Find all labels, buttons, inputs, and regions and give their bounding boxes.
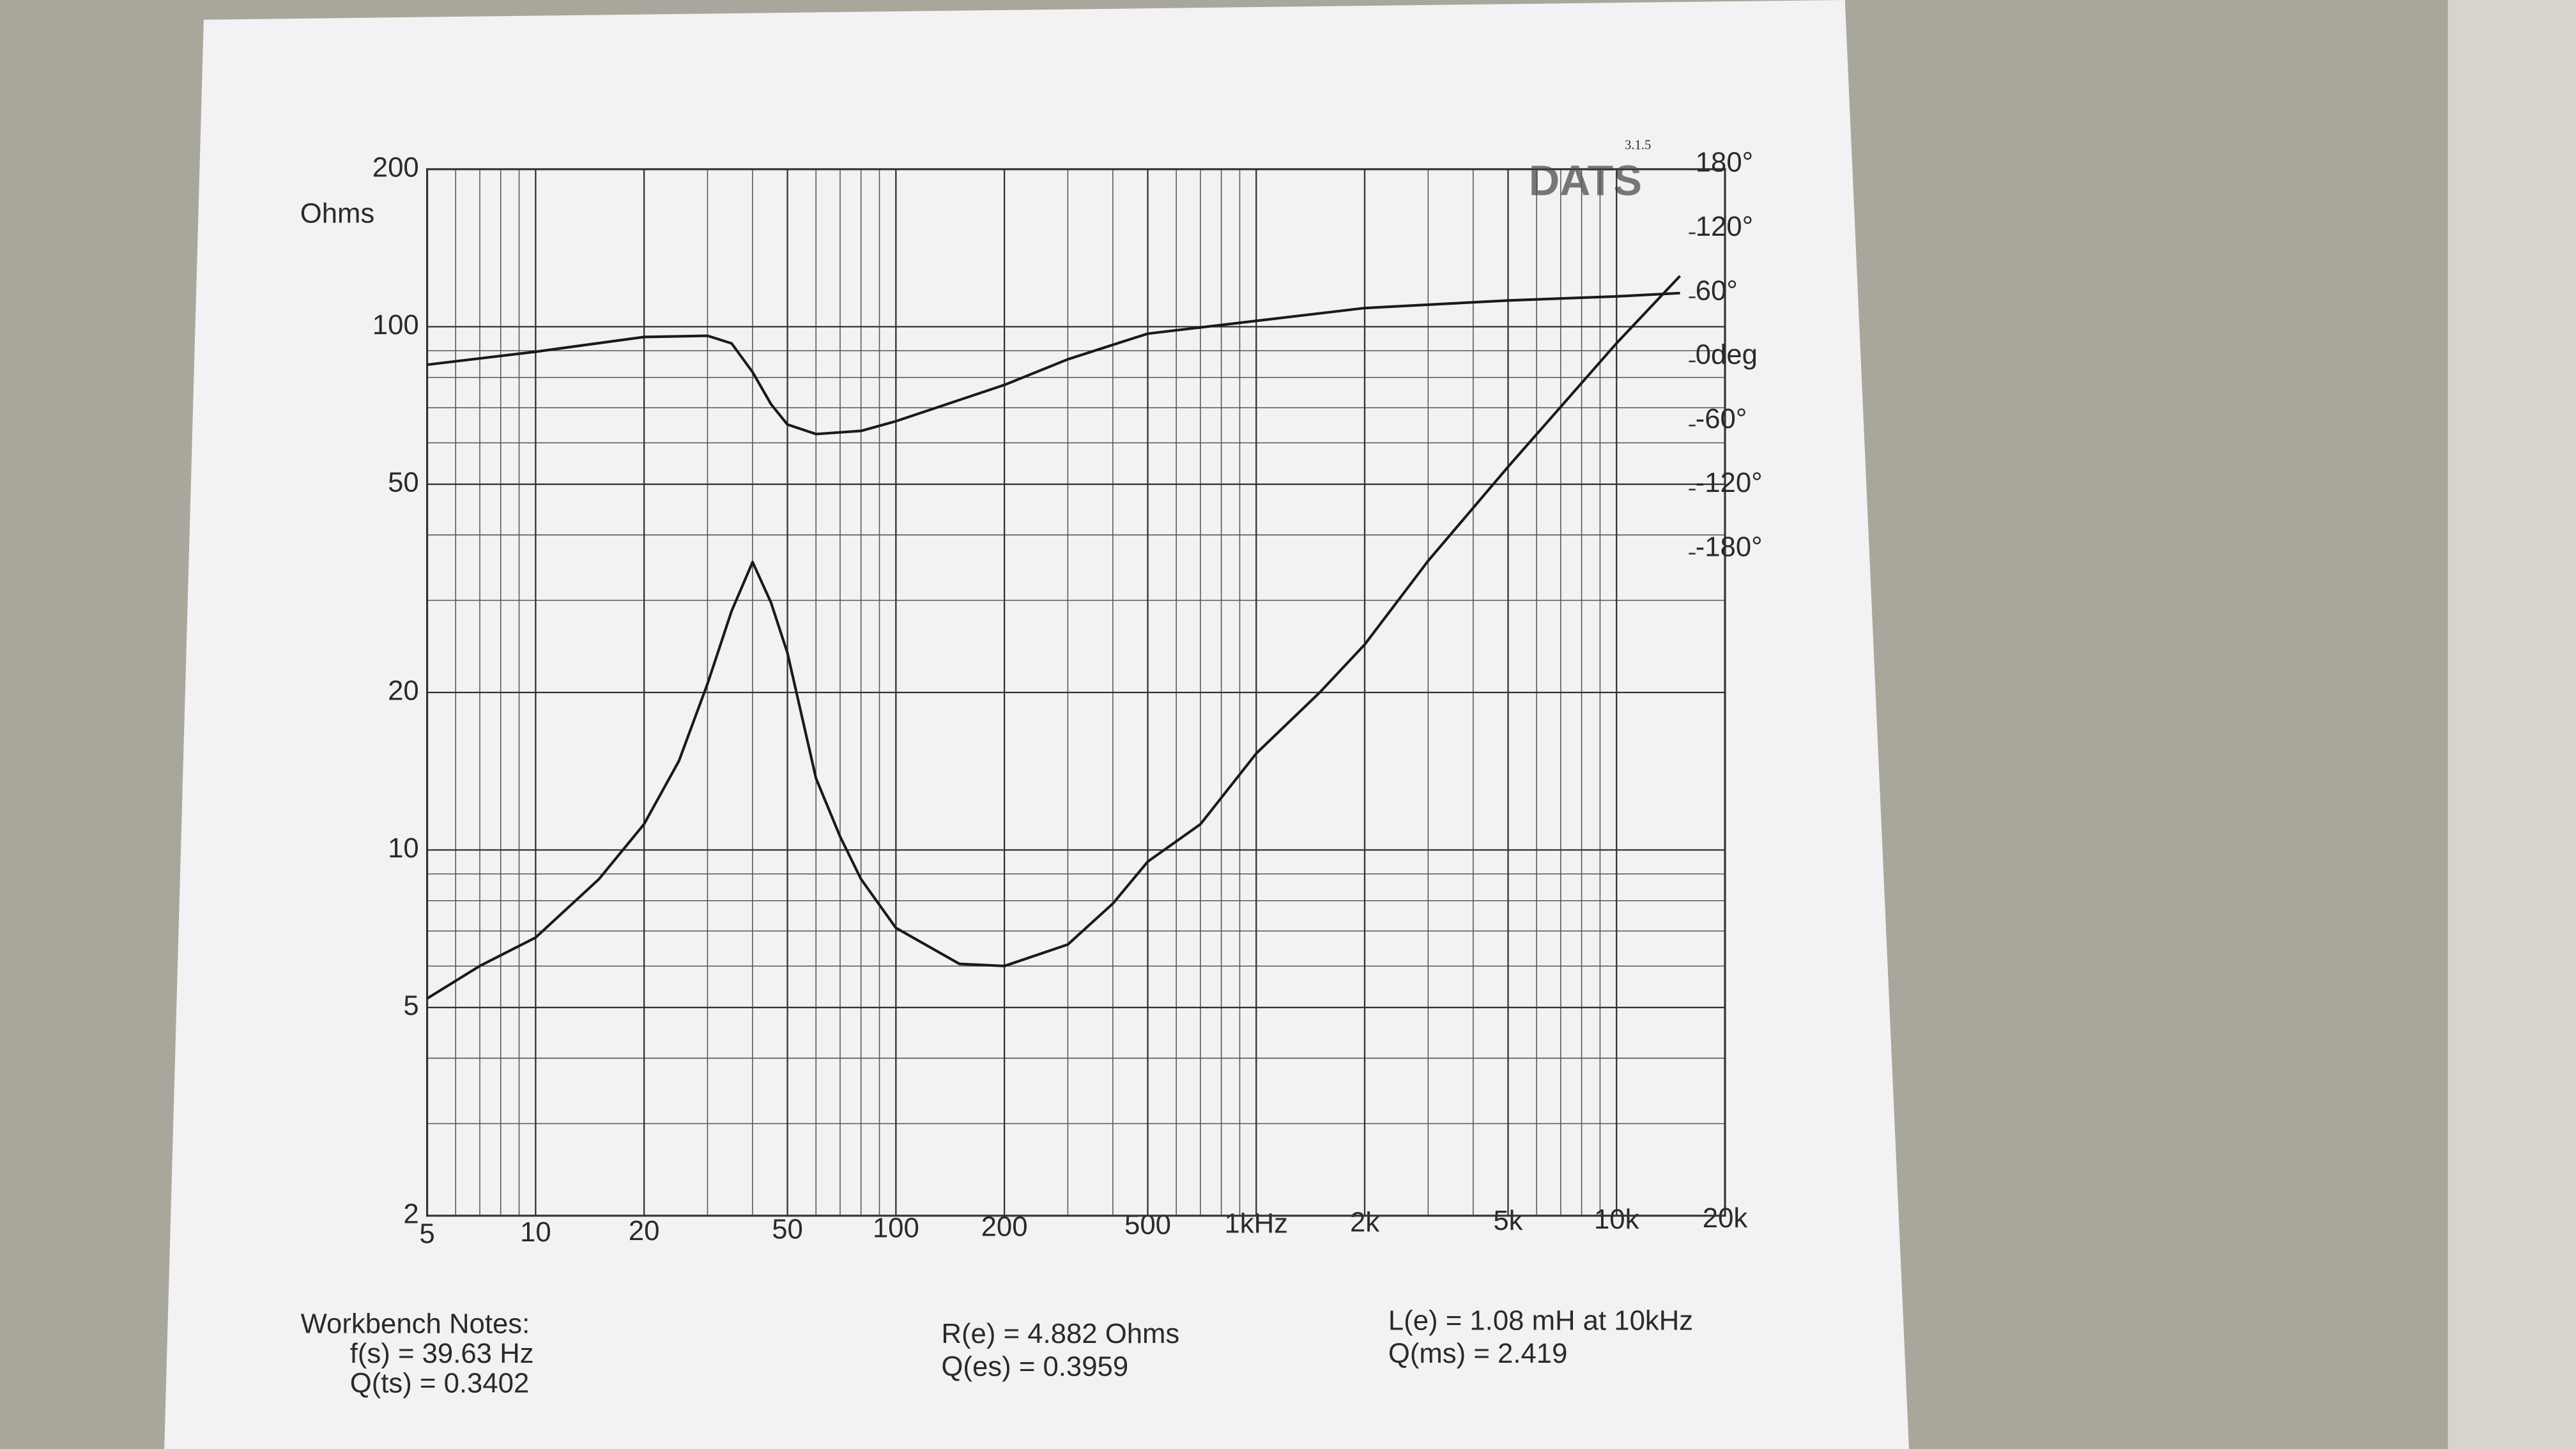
y-tick-label: 200 [372,151,419,183]
x-tick-label: 100 [873,1212,919,1243]
x-tick-label: 500 [1124,1209,1171,1241]
y2-tick-label: 180° [1696,147,1753,178]
note: Q(ts) = 0.3402 [350,1367,530,1399]
y-tick-label: 20 [388,675,419,706]
x-tick-label: 5 [419,1218,434,1249]
y2-tick-label: -60° [1696,403,1747,434]
impedance-line [426,275,1682,1000]
notes-title: Workbench Notes: [301,1308,530,1340]
y-tick-label: 5 [403,990,418,1021]
y2-tick-label: 120° [1696,211,1753,242]
lace-cloth [2448,0,2576,1449]
x-tick-label: 2k [1350,1207,1379,1238]
y2-tick-label: 60° [1696,275,1738,306]
note: L(e) = 1.08 mH at 10kHz [1388,1305,1693,1337]
note: Q(ms) = 2.419 [1388,1338,1568,1369]
y-tick-label: 2 [403,1198,418,1229]
x-tick-label: 10k [1594,1204,1639,1235]
note: Q(es) = 0.3959 [941,1351,1128,1383]
phase-line [427,291,1680,436]
x-tick-label: 20k [1703,1202,1748,1234]
y2-tick-label: -120° [1696,467,1763,498]
y-tick-label: 50 [388,466,419,498]
x-tick-label: 20 [629,1215,660,1246]
x-tick-label: 10 [520,1216,551,1248]
version: 3.1.5 [1625,139,1651,153]
y-tick-label: 10 [388,832,419,864]
x-tick-label: 1kHz [1224,1208,1288,1239]
x-tick-label: 50 [772,1213,803,1245]
note: f(s) = 39.63 Hz [350,1338,534,1369]
x-tick-label: 5k [1493,1205,1522,1236]
y2-tick-label: -180° [1696,531,1763,562]
y-axis-label: Ohms [300,197,375,229]
y-tick-label: 100 [372,309,419,341]
note: R(e) = 4.882 Ohms [941,1318,1179,1349]
y2-tick-label: 0deg [1696,339,1758,371]
brand: DATS [1529,157,1642,205]
